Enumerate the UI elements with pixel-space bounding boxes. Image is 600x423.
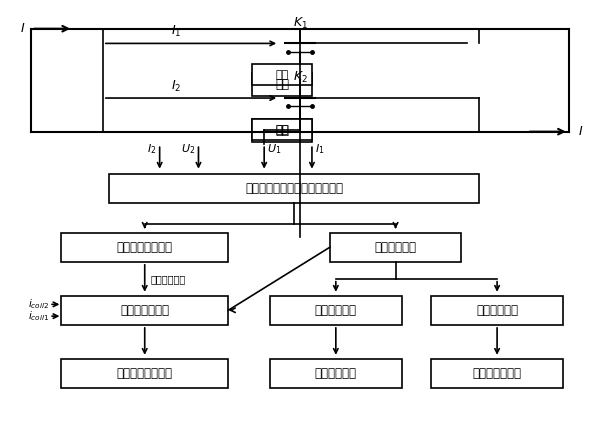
Text: 线圈: 线圈 bbox=[275, 124, 289, 135]
Text: $I_1$: $I_1$ bbox=[171, 24, 181, 39]
Text: 线圈电流控制器: 线圈电流控制器 bbox=[120, 304, 169, 317]
FancyBboxPatch shape bbox=[61, 296, 229, 325]
Text: $K_1$: $K_1$ bbox=[293, 16, 307, 31]
FancyBboxPatch shape bbox=[270, 296, 401, 325]
FancyBboxPatch shape bbox=[252, 64, 312, 85]
Text: $i_{coil2}$: $i_{coil2}$ bbox=[28, 297, 49, 311]
FancyBboxPatch shape bbox=[431, 359, 563, 388]
FancyBboxPatch shape bbox=[252, 73, 312, 96]
FancyBboxPatch shape bbox=[252, 119, 312, 142]
FancyBboxPatch shape bbox=[61, 359, 229, 388]
FancyBboxPatch shape bbox=[252, 119, 312, 140]
FancyBboxPatch shape bbox=[270, 359, 401, 388]
Text: 同步分闸信号: 同步分闸信号 bbox=[476, 304, 518, 317]
Text: 同步零电流分闸: 同步零电流分闸 bbox=[473, 367, 521, 380]
Text: $I_2$: $I_2$ bbox=[171, 79, 181, 94]
Text: 触头状态监测模块: 触头状态监测模块 bbox=[117, 241, 173, 254]
FancyBboxPatch shape bbox=[431, 296, 563, 325]
Text: $K_2$: $K_2$ bbox=[293, 70, 307, 85]
Text: 线圈: 线圈 bbox=[275, 78, 289, 91]
Text: $U_2$: $U_2$ bbox=[181, 142, 196, 156]
Text: 线圈: 线圈 bbox=[275, 70, 289, 80]
FancyBboxPatch shape bbox=[109, 174, 479, 203]
Text: $I_1$: $I_1$ bbox=[315, 142, 325, 156]
FancyBboxPatch shape bbox=[61, 233, 229, 262]
Text: 触头状态反馈: 触头状态反馈 bbox=[151, 274, 186, 284]
Text: $U_1$: $U_1$ bbox=[267, 142, 281, 156]
Text: 触头电压、电流信号、动作时间: 触头电压、电流信号、动作时间 bbox=[245, 182, 343, 195]
Text: 同步定相合闸: 同步定相合闸 bbox=[315, 367, 357, 380]
FancyBboxPatch shape bbox=[330, 233, 461, 262]
Text: $i_{coil1}$: $i_{coil1}$ bbox=[28, 309, 49, 323]
Text: 线圈电流控制模式: 线圈电流控制模式 bbox=[117, 367, 173, 380]
Text: $I$: $I$ bbox=[578, 125, 583, 138]
Text: 同步控制模块: 同步控制模块 bbox=[374, 241, 416, 254]
Text: $I$: $I$ bbox=[20, 22, 25, 35]
Text: 线圈: 线圈 bbox=[275, 124, 289, 137]
Text: $I_2$: $I_2$ bbox=[147, 142, 157, 156]
Text: 同步合闸信号: 同步合闸信号 bbox=[315, 304, 357, 317]
